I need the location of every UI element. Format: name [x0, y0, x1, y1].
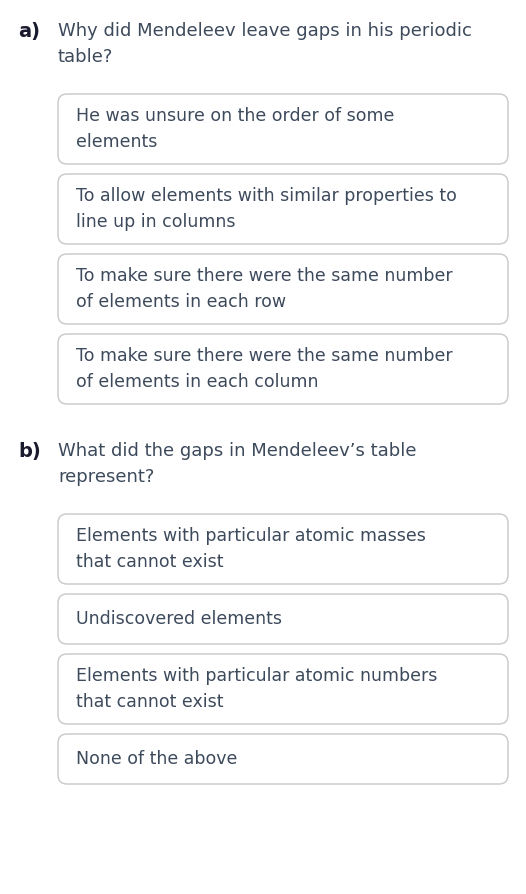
Text: To make sure there were the same number
of elements in each column: To make sure there were the same number … [76, 347, 453, 391]
Text: Undiscovered elements: Undiscovered elements [76, 610, 282, 628]
Text: To allow elements with similar properties to
line up in columns: To allow elements with similar propertie… [76, 187, 457, 231]
FancyBboxPatch shape [58, 94, 508, 164]
FancyBboxPatch shape [58, 654, 508, 724]
Text: To make sure there were the same number
of elements in each row: To make sure there were the same number … [76, 267, 453, 311]
FancyBboxPatch shape [58, 514, 508, 584]
Text: He was unsure on the order of some
elements: He was unsure on the order of some eleme… [76, 107, 394, 151]
Text: b): b) [18, 442, 41, 461]
Text: a): a) [18, 22, 40, 41]
FancyBboxPatch shape [58, 254, 508, 324]
Text: Elements with particular atomic masses
that cannot exist: Elements with particular atomic masses t… [76, 527, 426, 571]
Text: None of the above: None of the above [76, 750, 237, 768]
Text: Why did Mendeleev leave gaps in his periodic
table?: Why did Mendeleev leave gaps in his peri… [58, 22, 472, 65]
Text: Elements with particular atomic numbers
that cannot exist: Elements with particular atomic numbers … [76, 667, 438, 711]
FancyBboxPatch shape [58, 334, 508, 404]
Text: What did the gaps in Mendeleev’s table
represent?: What did the gaps in Mendeleev’s table r… [58, 442, 417, 485]
FancyBboxPatch shape [58, 174, 508, 244]
FancyBboxPatch shape [58, 594, 508, 644]
FancyBboxPatch shape [58, 734, 508, 784]
